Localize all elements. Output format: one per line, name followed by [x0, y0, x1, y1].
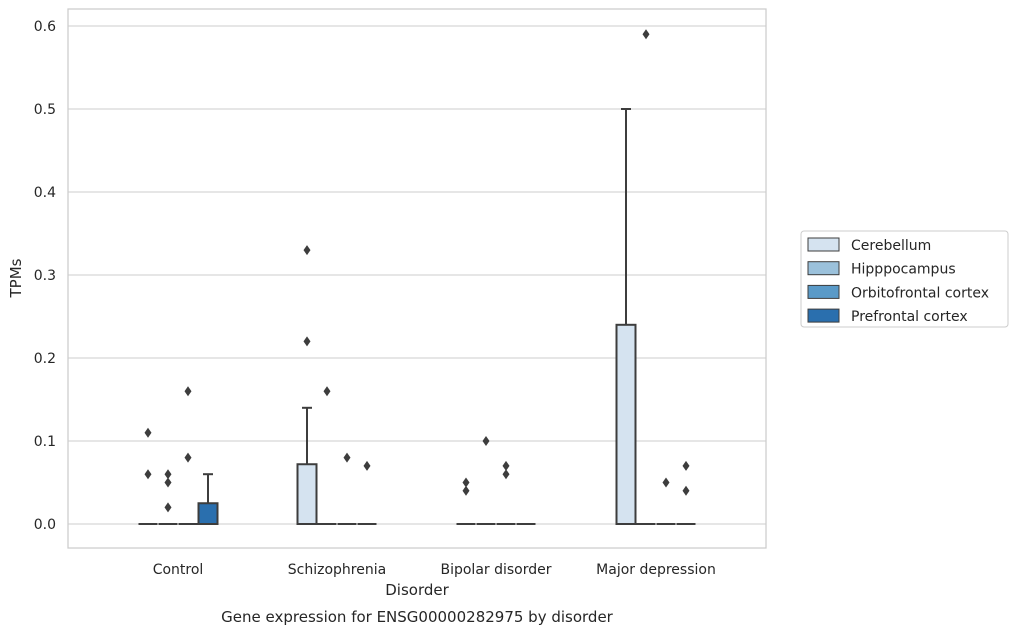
legend-frame — [800, 230, 1009, 328]
outlier-point — [184, 452, 192, 463]
y-tick-label: 0.5 — [34, 102, 56, 118]
box-hipppocampus — [317, 386, 337, 525]
x-tick-label: Schizophrenia — [288, 562, 386, 578]
y-tick-label: 0.6 — [34, 19, 56, 35]
box-rect — [615, 323, 637, 525]
outlier-point — [144, 427, 152, 438]
outlier-point — [642, 29, 650, 40]
box-cerebellum — [615, 108, 637, 525]
boxes — [138, 29, 696, 525]
legend-swatch — [807, 308, 840, 323]
box-hipppocampus — [158, 469, 178, 525]
outlier-point — [682, 460, 690, 471]
y-tick-labels: 0.0 0.1 0.2 0.3 0.4 0.5 0.6 — [34, 19, 56, 533]
outlier-point — [363, 460, 371, 471]
outlier-point — [343, 452, 351, 463]
legend: Cerebellum Hipppocampus Orbitofrontal cort… — [800, 230, 1009, 328]
box-rect — [197, 502, 219, 525]
outlier-point — [164, 477, 172, 488]
y-tick-label: 0.2 — [34, 351, 56, 367]
box-hipppocampus — [636, 29, 656, 525]
outlier-point — [164, 502, 172, 513]
outlier-point — [164, 469, 172, 480]
x-tick-label: Control — [153, 562, 204, 578]
box-orbitofrontal-cortex — [656, 477, 676, 525]
y-tick-label: 0.4 — [34, 185, 56, 201]
y-tick-label: 0.3 — [34, 268, 56, 284]
outlier-point — [482, 436, 490, 446]
legend-swatch — [807, 261, 840, 276]
box-prefrontal-cortex — [197, 473, 219, 525]
x-tick-labels: Control Schizophrenia Bipolar disorder Majo… — [153, 562, 716, 578]
box-prefrontal-cortex — [676, 460, 696, 525]
outlier-point — [502, 460, 510, 471]
box-orbitofrontal-cortex — [337, 452, 357, 525]
box-prefrontal-cortex — [357, 460, 377, 525]
outlier-point — [502, 469, 510, 480]
outlier-point — [303, 245, 311, 256]
x-tick-label: Bipolar disorder — [440, 562, 551, 578]
box-orbitofrontal-cortex — [178, 386, 198, 525]
outlier-point — [462, 485, 470, 496]
box-cerebellum — [456, 477, 476, 525]
legend-label: Cerebellum — [851, 238, 931, 254]
legend-label: Prefrontal cortex — [851, 309, 968, 325]
outlier-point — [303, 336, 311, 347]
box-cerebellum — [296, 245, 318, 525]
box-cerebellum — [138, 427, 158, 525]
legend-swatch — [807, 284, 840, 299]
chart-title: Gene expression for ENSG00000282975 by d… — [221, 608, 614, 626]
outlier-point — [682, 485, 690, 496]
outlier-point — [462, 477, 470, 488]
y-axis-title: TPMs — [7, 258, 25, 298]
y-tick-label: 0.0 — [34, 517, 56, 533]
x-axis-title: Disorder — [385, 581, 449, 599]
box-rect — [296, 463, 318, 525]
outlier-point — [662, 477, 670, 488]
box-orbitofrontal-cortex — [496, 460, 516, 525]
legend-label: Orbitofrontal cortex — [851, 285, 989, 301]
legend-label: Hipppocampus — [851, 262, 956, 278]
grid-lines — [68, 25, 766, 525]
legend-swatch — [807, 237, 840, 252]
plot-area-frame — [67, 8, 767, 549]
outlier-point — [323, 386, 331, 397]
outlier-point — [144, 469, 152, 480]
box-hipppocampus — [476, 436, 496, 525]
x-tick-label: Major depression — [596, 562, 716, 578]
outlier-point — [184, 386, 192, 397]
y-tick-label: 0.1 — [34, 434, 56, 450]
